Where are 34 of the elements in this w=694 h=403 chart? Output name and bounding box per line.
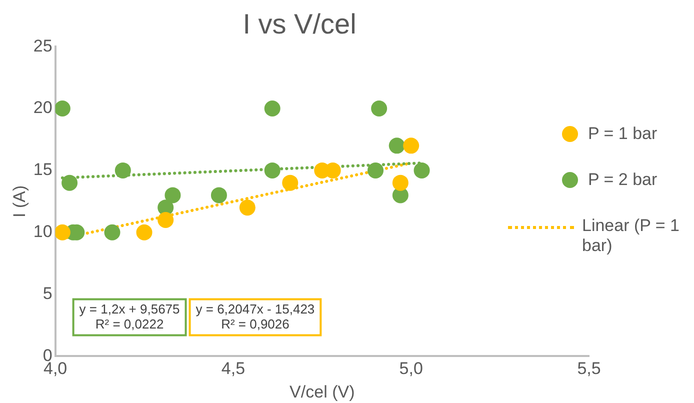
annotation: y = 6,2047x - 15,423 R² = 0,9026 [196, 301, 315, 332]
point [264, 162, 280, 178]
x-tick-label: 4,5 [221, 359, 246, 378]
annotation: y = 1,2x + 9,5675 R² = 0,0222 [79, 301, 180, 332]
legend-label: P = 2 bar [588, 170, 658, 190]
legend-label: Linear (P = 1 bar) [582, 216, 681, 256]
legend-label: P = 1 bar [588, 124, 658, 144]
point [403, 138, 420, 154]
point [164, 187, 181, 204]
point [392, 174, 408, 191]
x-tick-label: 5,5 [577, 359, 601, 378]
point [158, 212, 174, 228]
y-tick-label: 5 [42, 284, 52, 303]
point [264, 100, 280, 117]
point [388, 138, 405, 154]
y-tick-label: 15 [33, 160, 52, 180]
point [55, 100, 70, 117]
x-tick-label: 5,0 [399, 359, 423, 378]
y-tick-label: 20 [33, 98, 52, 118]
point [210, 187, 227, 204]
y-tick-label: 25 [33, 36, 52, 56]
point [104, 224, 120, 240]
point [414, 162, 430, 178]
y-axis-title: I (A) [10, 185, 29, 218]
point [371, 100, 388, 117]
point [114, 162, 131, 178]
chart-title: I vs V/cel [242, 8, 356, 40]
point [239, 200, 256, 216]
point [368, 162, 384, 178]
point [282, 174, 298, 191]
x-axis-title: V/cel (V) [290, 382, 355, 402]
y-tick-label: 10 [33, 222, 52, 242]
point [62, 174, 78, 191]
point [136, 224, 152, 240]
